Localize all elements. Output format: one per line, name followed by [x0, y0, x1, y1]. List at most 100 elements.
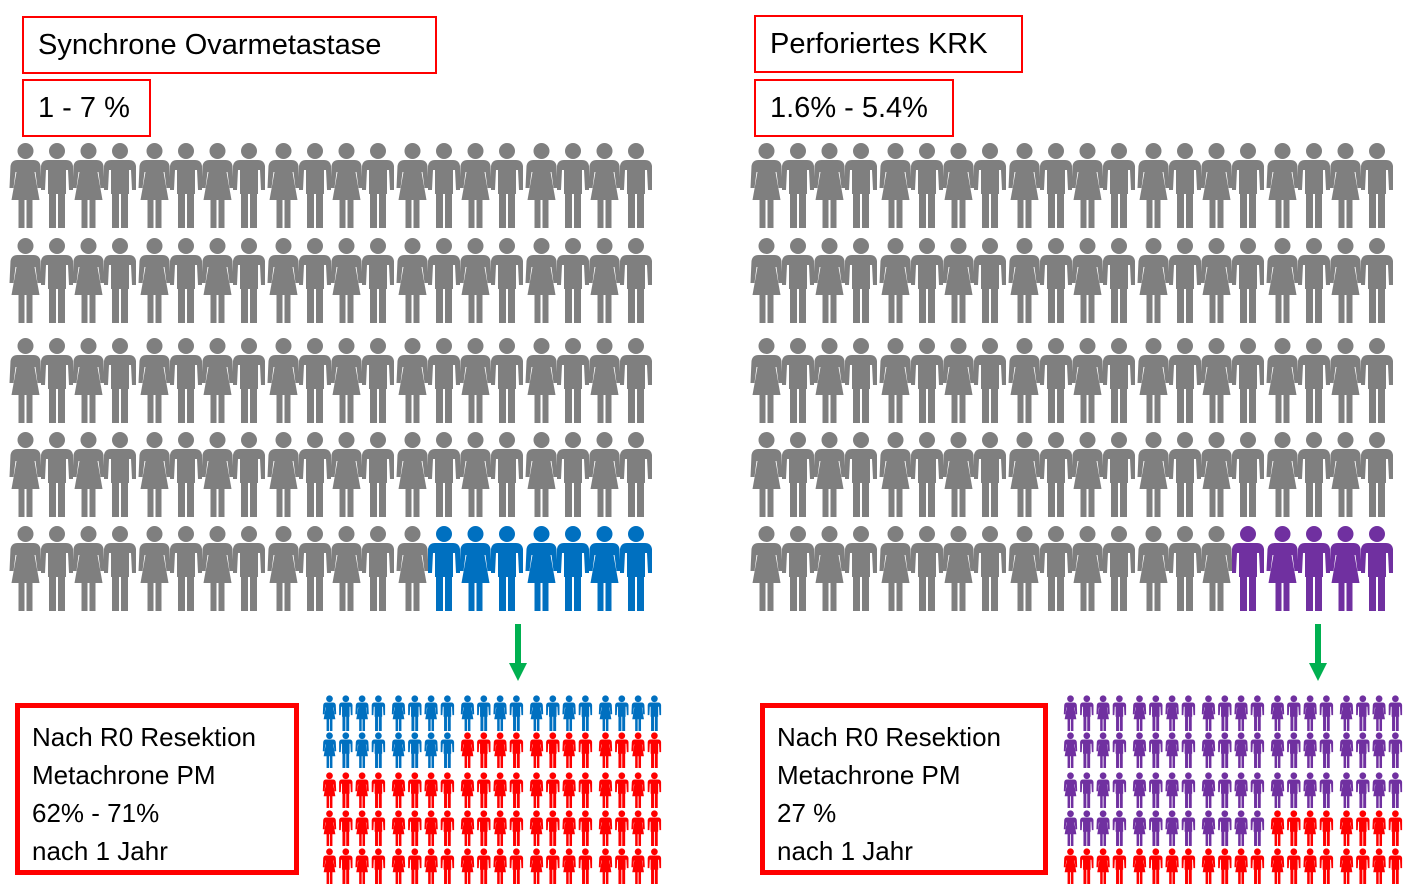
right-population-person-icon — [942, 338, 975, 423]
left-population-person-icon — [362, 432, 394, 517]
left-result-person-icon — [509, 810, 524, 846]
right-population-person-icon — [813, 432, 846, 517]
left-population-person-icon — [491, 432, 523, 517]
left-population-person-icon — [267, 143, 300, 228]
left-population-person-icon — [267, 338, 300, 423]
left-population-person-icon — [330, 432, 363, 517]
left-result-person-icon — [477, 772, 491, 808]
right-result-person-icon — [1356, 772, 1370, 808]
right-population-person-icon — [1071, 238, 1104, 323]
right-population-person-icon — [1169, 432, 1201, 517]
left-result-person-icon — [440, 772, 455, 808]
right-population-person-icon — [1266, 432, 1299, 517]
right-result-person-icon — [1080, 695, 1094, 731]
right-population-person-icon — [813, 238, 846, 323]
left-result-person-icon — [647, 732, 662, 768]
left-population-person-icon — [459, 143, 492, 228]
right-population-person-icon — [782, 432, 814, 517]
right-result-person-icon — [1388, 695, 1403, 731]
left-population-person-icon — [72, 338, 105, 423]
right-population-person-icon — [813, 338, 846, 423]
left-population-person-icon — [428, 526, 460, 611]
right-result-person-icon — [1096, 695, 1110, 731]
right-result-person-icon — [1201, 695, 1216, 731]
right-result-person-icon — [1287, 732, 1301, 768]
left-population-person-icon — [170, 432, 202, 517]
left-population-person-icon — [396, 338, 429, 423]
left-population-person-icon — [428, 238, 460, 323]
right-result-person-icon — [1149, 695, 1163, 731]
right-result-person-icon — [1388, 848, 1403, 884]
right-population-person-icon — [845, 238, 877, 323]
left-result-person-icon — [493, 772, 507, 808]
left-result-person-icon — [424, 695, 438, 731]
left-result-person-icon — [460, 695, 475, 731]
left-result-person-icon — [339, 732, 353, 768]
left-population-person-icon — [362, 143, 394, 228]
left-result-person-icon — [578, 772, 593, 808]
left-result-person-icon — [391, 810, 406, 846]
left-population-person-icon — [267, 432, 300, 517]
left-population-person-icon — [72, 238, 105, 323]
right-result-person-icon — [1287, 772, 1301, 808]
left-result-person-icon — [339, 848, 353, 884]
right-population-person-icon — [750, 526, 783, 611]
right-population-person-icon — [1071, 526, 1104, 611]
right-result-person-icon — [1319, 695, 1334, 731]
right-population-person-icon — [1298, 143, 1330, 228]
right-result-person-icon — [1201, 772, 1216, 808]
left-result-person-icon — [408, 848, 422, 884]
left-result-person-icon — [631, 848, 645, 884]
left-result-person-icon — [440, 810, 455, 846]
right-result-person-icon — [1250, 848, 1265, 884]
left-result-person-icon — [355, 695, 369, 731]
left-population-person-icon — [170, 238, 202, 323]
right-population-person-icon — [879, 526, 912, 611]
right-result-person-icon — [1063, 810, 1078, 846]
left-result-person-icon — [562, 695, 576, 731]
right-population-person-icon — [879, 238, 912, 323]
left-population-person-icon — [72, 432, 105, 517]
right-result-person-icon — [1287, 848, 1301, 884]
left-population-person-icon — [459, 338, 492, 423]
right-result-person-icon — [1270, 848, 1285, 884]
right-result-person-icon — [1356, 695, 1370, 731]
right-population-person-icon — [750, 238, 783, 323]
right-population-person-icon — [1232, 526, 1264, 611]
right-population-person-icon — [1266, 526, 1299, 611]
left-result-person-icon — [371, 772, 386, 808]
left-population-person-icon — [557, 238, 589, 323]
left-population-person-icon — [201, 238, 234, 323]
right-result-person-icon — [1112, 848, 1127, 884]
left-population-person-icon — [138, 432, 171, 517]
right-population-person-icon — [1298, 432, 1330, 517]
right-result-person-icon — [1234, 732, 1248, 768]
left-result-person-icon — [578, 848, 593, 884]
left-result-person-icon — [578, 810, 593, 846]
left-result-box: Nach R0 Resektion Metachrone PM 62% - 71… — [15, 703, 299, 875]
right-result-person-icon — [1112, 695, 1127, 731]
right-result-person-icon — [1270, 732, 1285, 768]
left-population-person-icon — [104, 432, 136, 517]
left-result-person-icon — [391, 695, 406, 731]
left-population-person-icon — [9, 432, 42, 517]
left-result-person-icon — [460, 732, 475, 768]
right-population-person-icon — [1103, 526, 1135, 611]
left-population-person-icon — [170, 338, 202, 423]
left-result-person-icon — [647, 695, 662, 731]
right-result-person-icon — [1388, 772, 1403, 808]
right-population-person-icon — [911, 432, 943, 517]
left-population-person-icon — [104, 238, 136, 323]
left-result-person-icon — [615, 810, 629, 846]
left-result-person-icon — [322, 810, 337, 846]
left-population-person-icon — [330, 143, 363, 228]
left-population-person-icon — [428, 432, 460, 517]
right-result-person-icon — [1149, 810, 1163, 846]
right-population-person-icon — [1361, 432, 1393, 517]
left-result-person-icon — [546, 848, 560, 884]
left-population-person-icon — [620, 143, 652, 228]
left-range-box: 1 - 7 % — [22, 79, 151, 137]
right-result-person-icon — [1250, 810, 1265, 846]
left-result-person-icon — [408, 772, 422, 808]
left-result-person-icon — [546, 810, 560, 846]
